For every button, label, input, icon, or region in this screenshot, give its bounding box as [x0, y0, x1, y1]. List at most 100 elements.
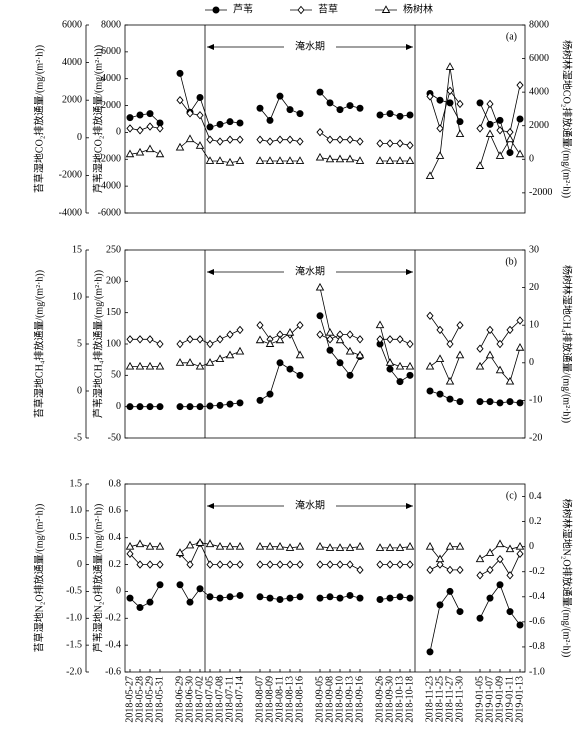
data-point	[446, 395, 454, 403]
data-point	[405, 156, 415, 164]
data-point	[496, 339, 504, 349]
data-point	[506, 325, 514, 335]
x-tick-label: 2018-07-14	[234, 676, 245, 723]
data-point	[386, 365, 394, 373]
data-point	[256, 560, 264, 569]
x-tick-label: 2018-05-31	[154, 676, 165, 723]
data-point	[126, 114, 134, 122]
x-tick-label: 2018-11-30	[454, 676, 465, 722]
data-point	[206, 123, 214, 131]
data-point	[315, 152, 325, 161]
data-point	[406, 111, 414, 119]
data-point	[506, 571, 514, 580]
x-tick-label: 2019-01-07	[484, 676, 495, 723]
data-point	[435, 151, 445, 159]
legend-label: 杨树林	[403, 2, 433, 15]
data-point	[406, 371, 414, 379]
data-point	[455, 129, 465, 138]
data-point	[476, 99, 484, 107]
y-tick-label: 250	[106, 244, 121, 255]
data-point	[216, 594, 224, 602]
data-point	[255, 541, 265, 550]
data-point	[325, 543, 335, 551]
data-point	[225, 541, 235, 550]
data-point	[396, 560, 404, 569]
data-point	[236, 399, 244, 407]
data-point	[206, 560, 214, 569]
data-point	[486, 99, 494, 109]
data-point	[496, 116, 504, 124]
y-tick-label: 2000	[62, 94, 82, 105]
x-tick-label: 2018-07-05	[204, 676, 215, 723]
y-tick-label: 2000	[529, 120, 549, 131]
data-point	[355, 156, 365, 164]
data-point	[505, 376, 515, 385]
y-tick-label: -5	[74, 432, 82, 443]
data-point	[145, 361, 155, 370]
data-point	[285, 543, 295, 551]
data-point	[316, 560, 324, 569]
x-tick-label: 2018-07-11	[224, 676, 235, 722]
x-tick-label: 2018-06-29	[174, 676, 185, 723]
data-point	[176, 69, 184, 77]
data-point	[136, 604, 144, 612]
y-tick-label: 0.2	[529, 516, 542, 527]
y-tick-label: 0.6	[109, 505, 122, 516]
x-tick-label: 2018-08-13	[284, 676, 295, 723]
data-point	[485, 548, 495, 556]
y-tick-label: -2000	[529, 187, 552, 198]
data-point	[456, 99, 464, 109]
data-point	[196, 94, 204, 102]
data-point	[176, 96, 184, 105]
panel-label: (c)	[506, 490, 517, 501]
y-tick-label: -1.0	[529, 666, 545, 677]
data-point	[406, 594, 414, 602]
y-tick-label: 0	[116, 586, 121, 597]
data-point	[516, 399, 524, 407]
legend-marker	[381, 5, 391, 13]
data-point	[355, 541, 365, 550]
data-point	[335, 543, 345, 551]
y-tick-label: -0.6	[529, 616, 545, 627]
data-point	[155, 361, 165, 370]
y-outer-title: 苔草湿地CH₄排放通量/(mg/(m²·h))	[32, 270, 45, 418]
data-point	[335, 335, 345, 344]
data-point	[496, 581, 504, 589]
x-tick-label: 2018-09-30	[384, 676, 395, 723]
data-point	[206, 402, 214, 410]
data-point	[136, 560, 144, 569]
data-point	[265, 541, 275, 550]
y-outer-title: 苔草湿地CO₂排放通量/(mg/(m²·h))	[32, 45, 45, 193]
data-point	[406, 141, 414, 150]
data-point	[205, 358, 215, 366]
x-tick-label: 2018-11-23	[424, 676, 435, 722]
data-point	[356, 335, 364, 344]
data-point	[236, 591, 244, 599]
data-point	[176, 403, 184, 411]
data-point	[436, 96, 444, 104]
data-point	[275, 335, 285, 344]
data-point	[346, 371, 354, 379]
data-point	[475, 361, 485, 370]
data-point	[286, 594, 294, 602]
data-point	[456, 321, 464, 330]
data-point	[185, 358, 195, 366]
data-point	[186, 335, 194, 344]
data-point	[146, 110, 154, 118]
data-point	[496, 555, 504, 564]
plot-frame	[124, 24, 526, 214]
x-tick-label: 2019-01-09	[494, 676, 505, 723]
y-tick-label: 15	[72, 244, 82, 255]
y-tick-label: 1.0	[70, 505, 83, 516]
data-point	[226, 118, 234, 126]
data-point	[455, 541, 465, 550]
data-point	[205, 156, 215, 164]
data-point	[256, 135, 264, 144]
data-point	[236, 325, 244, 335]
data-point	[215, 541, 225, 550]
x-tick-label: 2018-10-18	[404, 676, 415, 723]
data-point	[235, 346, 245, 355]
data-point	[196, 111, 204, 120]
data-point	[146, 122, 154, 131]
data-point	[336, 106, 344, 114]
